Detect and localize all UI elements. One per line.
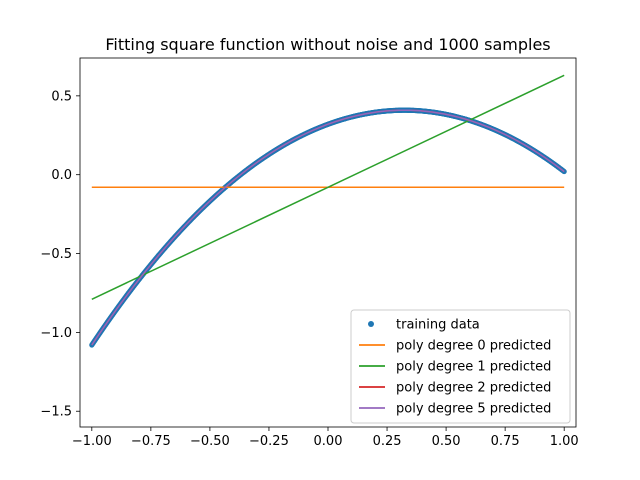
legend-marker [368, 321, 374, 327]
legend-entry-training-data: training data [368, 318, 480, 333]
y-tick-label: −0.5 [40, 247, 72, 262]
legend-label: poly degree 1 predicted [396, 360, 551, 375]
series-poly-degree-1-predicted-line [91, 74, 565, 300]
x-tick-label: −0.50 [190, 434, 230, 449]
x-tick-label: −0.75 [131, 434, 171, 449]
legend-label: poly degree 0 predicted [396, 339, 551, 354]
plot-area [89, 74, 567, 348]
x-tick-label: 0.75 [491, 434, 520, 449]
x-tick-label: 0.00 [314, 434, 343, 449]
legend-label: poly degree 2 predicted [396, 381, 551, 396]
y-tick-label: −1.5 [40, 405, 72, 420]
legend: training data poly degree 0 predicted poly… [350, 309, 571, 424]
x-tick-label: −0.25 [249, 434, 289, 449]
y-tick-label: −1.0 [40, 326, 72, 341]
x-tick-label: −1.00 [72, 434, 112, 449]
legend-entry-poly-degree-1-predicted: poly degree 1 predicted [359, 360, 551, 375]
legend-entry-poly-degree-5-predicted: poly degree 5 predicted [359, 402, 551, 417]
plot-series [89, 74, 567, 348]
x-tick-label: 0.25 [373, 434, 402, 449]
y-tick-label: 0.0 [51, 168, 72, 183]
legend-entry-poly-degree-0-predicted: poly degree 0 predicted [359, 339, 551, 354]
chart-title: Fitting square function without noise an… [105, 35, 550, 54]
legend-label: training data [396, 318, 480, 333]
legend-box [350, 309, 571, 424]
axes: −1.00 −0.75 −0.50 −0.25 0.00 0.25 0.50 0.75 1.00… [40, 57, 579, 449]
x-tick-label: 1.00 [550, 434, 579, 449]
x-tick-label: 0.50 [432, 434, 461, 449]
y-tick-label: 0.5 [51, 89, 72, 104]
legend-entry-poly-degree-2-predicted: poly degree 2 predicted [359, 381, 551, 396]
series-poly-degree-5-predicted-line [91, 109, 565, 346]
legend-label: poly degree 5 predicted [396, 402, 551, 417]
